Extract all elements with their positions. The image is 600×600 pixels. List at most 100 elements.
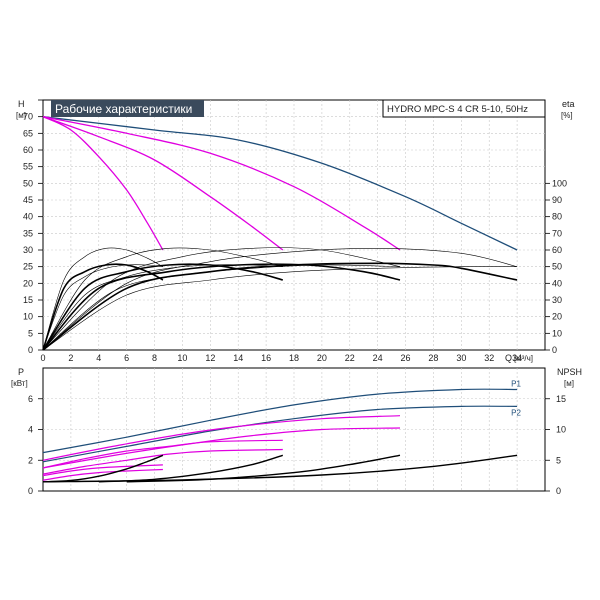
y2-axis-label-eta: eta bbox=[562, 99, 575, 109]
curve-npsh-1-pump bbox=[42, 454, 164, 483]
curve-p2-1-pump bbox=[42, 468, 163, 481]
top-y2-tick-label: 50 bbox=[552, 262, 562, 272]
x-axis-unit-q: [м³/ч] bbox=[514, 354, 533, 363]
bottom-y2-tick-label: 15 bbox=[556, 394, 566, 404]
top-x-tick-label: 6 bbox=[124, 353, 129, 363]
top-y-tick-label: 60 bbox=[23, 145, 33, 155]
curve-eta-low-1 bbox=[42, 264, 163, 351]
curve-p2-3-pumps bbox=[42, 427, 401, 469]
top-y-tick-label: 35 bbox=[23, 228, 33, 238]
bottom-y2-tick-label: 0 bbox=[556, 486, 561, 496]
bottom-y-tick-label: 6 bbox=[28, 394, 33, 404]
top-y-tick-label: 5 bbox=[28, 328, 33, 338]
top-y-tick-label: 40 bbox=[23, 212, 33, 222]
top-y-tick-label: 70 bbox=[23, 112, 33, 122]
bottom-tick-labels: 0 2 4 6 0 5 10 15 bbox=[28, 394, 566, 496]
top-x-tick-label: 2 bbox=[68, 353, 73, 363]
top-x-tick-label: 8 bbox=[152, 353, 157, 363]
top-y2-tick-label: 20 bbox=[552, 312, 562, 322]
top-x-tick-label: 18 bbox=[289, 353, 299, 363]
bottom-y-tick-label: 2 bbox=[28, 455, 33, 465]
y-axis-label-h: H bbox=[18, 99, 25, 109]
model-label-box bbox=[382, 99, 546, 118]
top-x-tick-label: 34 bbox=[512, 353, 522, 363]
top-x-tick-label: 10 bbox=[177, 353, 187, 363]
top-x-tick-label: 16 bbox=[261, 353, 271, 363]
model-label: HYDRO MPC-S 4 CR 5-10, 50Hz bbox=[387, 104, 528, 115]
y2-axis-unit-eta: [%] bbox=[561, 111, 573, 120]
curve-h-3-pumps bbox=[42, 116, 401, 251]
curve-eta-max-4 bbox=[42, 247, 518, 351]
bottom-y-tick-label: 0 bbox=[28, 486, 33, 496]
curve-p2-4-pumps bbox=[42, 405, 518, 463]
curve-p1-3-pumps bbox=[42, 415, 401, 461]
series-label-p2: P2 bbox=[511, 408, 521, 417]
curve-p1-1-pump bbox=[42, 464, 163, 477]
y-axis-label-p: P bbox=[18, 367, 24, 377]
top-y-tick-label: 45 bbox=[23, 195, 33, 205]
curve-eta-low-2 bbox=[42, 264, 283, 351]
top-x-tick-label: 4 bbox=[96, 353, 101, 363]
top-y2-tick-label: 10 bbox=[552, 328, 562, 338]
top-y-tick-label: 30 bbox=[23, 245, 33, 255]
curve-eta-max-2 bbox=[42, 247, 283, 351]
curve-p1-4-pumps bbox=[42, 388, 518, 454]
x-axis-label-q: Q bbox=[505, 353, 512, 363]
curve-npsh-3-pumps bbox=[126, 454, 401, 483]
curve-eta-max-1 bbox=[42, 247, 164, 351]
curve-eta-2-pumps bbox=[42, 263, 284, 351]
curve-h-4-pumps bbox=[42, 116, 518, 251]
curve-h-1-pump bbox=[42, 116, 164, 251]
top-y2-tick-label: 70 bbox=[552, 228, 562, 238]
top-x-tick-label: 20 bbox=[317, 353, 327, 363]
top-tick-labels: 0 2 4 6 8 10 12 14 16 18 20 22 24 26 28 30 32 34051015202… bbox=[23, 99, 567, 363]
bottom-curves: P1 P2 bbox=[42, 380, 521, 483]
top-y-tick-label: 0 bbox=[28, 345, 33, 355]
head-efficiency-panel: 0 2 4 6 8 10 12 14 16 18 20 22 24 26 28 30 32 34051015202… bbox=[16, 99, 575, 363]
top-y-tick-label: 20 bbox=[23, 278, 33, 288]
y2-axis-unit-npsh: [м] bbox=[564, 379, 574, 388]
curve-eta-3-pumps bbox=[42, 263, 401, 351]
curve-p2-2-pumps bbox=[42, 448, 283, 475]
top-x-tick-label: 0 bbox=[40, 353, 45, 363]
top-y2-tick-label: 0 bbox=[552, 345, 557, 355]
top-y-tick-label: 10 bbox=[23, 312, 33, 322]
top-x-tick-label: 30 bbox=[456, 353, 466, 363]
curve-npsh-2-pumps bbox=[98, 454, 284, 483]
top-grid bbox=[43, 100, 545, 350]
bottom-y-tick-label: 4 bbox=[28, 425, 33, 435]
bottom-y2-tick-label: 10 bbox=[556, 425, 566, 435]
bottom-y2-tick-label: 5 bbox=[556, 455, 561, 465]
curve-eta-max-3 bbox=[42, 247, 401, 351]
top-y2-tick-label: 90 bbox=[552, 195, 562, 205]
top-y2-tick-label: 60 bbox=[552, 245, 562, 255]
top-y-tick-label: 25 bbox=[23, 262, 33, 272]
curve-p1-2-pumps bbox=[42, 439, 283, 469]
top-y-tick-label: 65 bbox=[23, 128, 33, 138]
top-y-tick-label: 15 bbox=[23, 295, 33, 305]
curve-eta-low-4 bbox=[42, 266, 518, 351]
curve-h-2-pumps bbox=[42, 116, 284, 251]
top-x-tick-label: 26 bbox=[401, 353, 411, 363]
y2-axis-label-npsh: NPSH bbox=[557, 367, 582, 377]
top-x-tick-label: 14 bbox=[233, 353, 243, 363]
top-y2-tick-label: 100 bbox=[552, 178, 567, 188]
top-curves bbox=[42, 116, 518, 351]
top-x-tick-label: 12 bbox=[205, 353, 215, 363]
y-axis-unit-h: [м] bbox=[16, 111, 26, 120]
top-y2-tick-label: 30 bbox=[552, 295, 562, 305]
top-x-tick-label: 24 bbox=[373, 353, 383, 363]
series-label-p1: P1 bbox=[511, 380, 521, 389]
top-y-tick-label: 55 bbox=[23, 162, 33, 172]
top-x-tick-label: 32 bbox=[484, 353, 494, 363]
y-axis-unit-p: [кВт] bbox=[11, 379, 28, 388]
top-y-tick-label: 50 bbox=[23, 178, 33, 188]
power-npsh-panel: 0 2 4 6 0 5 10 15 P1 P2 P [кВт] NPSH [м] bbox=[11, 367, 582, 496]
top-y2-tick-label: 40 bbox=[552, 278, 562, 288]
chart-title-box bbox=[51, 100, 204, 117]
top-y2-tick-label: 80 bbox=[552, 212, 562, 222]
chart-title: Рабочие характеристики bbox=[55, 102, 192, 116]
curve-eta-low-3 bbox=[42, 264, 401, 351]
top-x-tick-label: 28 bbox=[428, 353, 438, 363]
